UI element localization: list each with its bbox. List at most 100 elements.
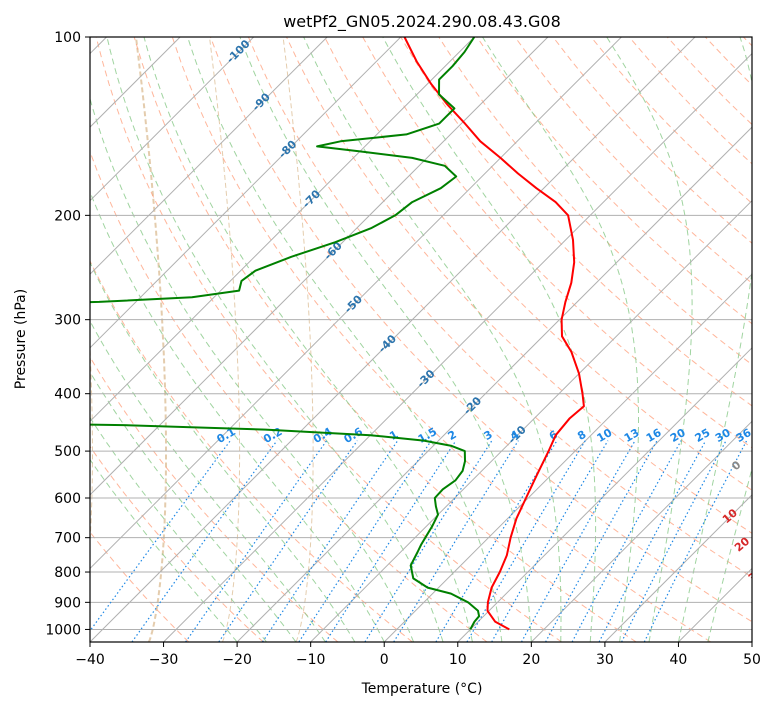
dry-adiabat bbox=[209, 37, 752, 623]
mixing-ratio-line bbox=[571, 440, 682, 642]
dry-adiabat bbox=[90, 259, 413, 642]
x-tick-label: 30 bbox=[596, 652, 614, 668]
dry-adiabat bbox=[247, 37, 752, 578]
mixing-ratio-label: 16 bbox=[644, 426, 664, 445]
dry-adiabat bbox=[628, 37, 752, 165]
theta-e-line bbox=[209, 37, 241, 642]
mixing-ratio-label: 8 bbox=[575, 428, 588, 443]
isotherm-gridline bbox=[90, 37, 255, 202]
mixing-ratio-line bbox=[435, 440, 558, 642]
isotherm-gridline bbox=[90, 37, 622, 570]
isotherm-gridline bbox=[310, 199, 752, 642]
isotherm-gridline bbox=[163, 52, 752, 642]
mixing-ratio-line bbox=[393, 440, 519, 642]
mixing-ratio-label: 1 bbox=[387, 428, 400, 443]
isotherm-gridline bbox=[90, 37, 328, 275]
mixing-ratio-line bbox=[90, 440, 231, 632]
x-axis-label: Temperature (°C) bbox=[361, 681, 483, 697]
mixing-ratio-line bbox=[298, 440, 432, 642]
moist-adiabat bbox=[90, 458, 238, 642]
moist-adiabat bbox=[143, 37, 473, 642]
mixing-ratio-line bbox=[643, 440, 748, 642]
theta-e-line bbox=[282, 37, 314, 642]
y-tick-label: 400 bbox=[54, 387, 81, 403]
y-tick-label: 100 bbox=[54, 30, 81, 46]
mixing-ratio-label: 0.4 bbox=[311, 425, 335, 446]
y-axis-label: Pressure (hPa) bbox=[13, 289, 29, 389]
moist-adiabat bbox=[187, 37, 503, 642]
mixing-ratio-line bbox=[218, 440, 358, 642]
moist-adiabat bbox=[90, 96, 415, 642]
y-tick-label: 800 bbox=[54, 565, 81, 581]
dry-adiabat bbox=[90, 356, 339, 642]
dry-adiabat bbox=[743, 37, 752, 47]
isotherm-gridline bbox=[90, 37, 696, 642]
chart-title: wetPf2_GN05.2024.290.08.43.G08 bbox=[283, 12, 561, 32]
mixing-ratio-line bbox=[185, 440, 328, 642]
moist-adiabat-label: 40 bbox=[762, 589, 775, 609]
plot-frame bbox=[89, 36, 753, 643]
dry-adiabat bbox=[324, 37, 752, 491]
sounding-traces bbox=[90, 37, 585, 631]
x-tick-label: 0 bbox=[380, 652, 389, 668]
x-tick-label: −10 bbox=[296, 652, 326, 668]
mixing-ratio-label: 0.2 bbox=[261, 425, 284, 446]
y-tick-label: 500 bbox=[54, 444, 81, 460]
isotherm-gridline bbox=[678, 567, 752, 642]
moist-adiabat-label: 30 bbox=[746, 565, 766, 585]
isotherm-gridline bbox=[236, 126, 752, 642]
y-tick-label: 600 bbox=[54, 491, 81, 507]
moist-adiabat bbox=[90, 416, 267, 642]
x-tick-label: −40 bbox=[75, 652, 105, 668]
isotherm-gridline bbox=[604, 494, 752, 642]
mixing-ratio-label: 30 bbox=[713, 426, 733, 445]
x-tick-label: 10 bbox=[449, 652, 467, 668]
x-tick-label: 40 bbox=[670, 652, 688, 668]
moist-adiabat bbox=[90, 261, 356, 642]
mixing-ratio-line bbox=[364, 440, 493, 642]
dry-adiabat bbox=[90, 150, 488, 642]
mixing-ratio-line bbox=[325, 440, 457, 642]
x-tick-label: 20 bbox=[522, 652, 540, 668]
mixing-ratio-line bbox=[598, 440, 707, 642]
mixing-ratio-line bbox=[131, 440, 278, 642]
dewpoint-trace bbox=[90, 423, 481, 630]
isotherm-gridline bbox=[751, 641, 752, 642]
y-tick-label: 200 bbox=[54, 208, 81, 224]
isotherm-gridline bbox=[383, 273, 752, 642]
dry-adiabat bbox=[90, 445, 264, 642]
theta-e-line bbox=[90, 338, 93, 550]
dewpoint-upper-trace bbox=[90, 37, 476, 304]
x-tick-label: −20 bbox=[222, 652, 252, 668]
x-tick-label: 50 bbox=[743, 652, 761, 668]
isotherm-gridline bbox=[530, 420, 752, 642]
dry-adiabat bbox=[95, 37, 562, 642]
y-tick-label: 1000 bbox=[45, 622, 81, 638]
mixing-ratio-line bbox=[491, 440, 609, 642]
dry-adiabat bbox=[133, 37, 637, 642]
isotherm-gridline bbox=[90, 37, 402, 349]
dry-adiabat bbox=[171, 37, 712, 642]
y-tick-label: 700 bbox=[54, 531, 81, 547]
moist-adiabat bbox=[90, 190, 385, 642]
mixing-ratio-line bbox=[466, 440, 586, 642]
theta-e-line bbox=[135, 37, 167, 642]
mixing-ratio-label: 2 bbox=[446, 428, 459, 443]
dry-adiabat bbox=[514, 37, 752, 284]
moist-adiabat bbox=[90, 320, 326, 642]
mixing-ratio-line bbox=[261, 440, 399, 642]
mixing-ratio-label: 36 bbox=[734, 426, 754, 445]
diagram-labels: -100-90-80-70-60-50-40-30-20-100.1 0.2 0.4… bbox=[214, 37, 775, 609]
y-tick-label: 900 bbox=[54, 595, 81, 611]
moist-adiabat bbox=[382, 37, 597, 642]
moist-adiabat bbox=[482, 37, 639, 642]
moist-adiabat bbox=[239, 37, 532, 642]
mixing-ratio-label: 3 bbox=[482, 428, 495, 443]
moist-adiabat-label: 0 bbox=[729, 458, 743, 473]
moist-adiabat bbox=[90, 370, 297, 642]
x-tick-label: −30 bbox=[149, 652, 179, 668]
temperature-trace bbox=[403, 37, 585, 631]
isotherm-gridline bbox=[457, 347, 752, 642]
moist-adiabat bbox=[606, 37, 693, 642]
